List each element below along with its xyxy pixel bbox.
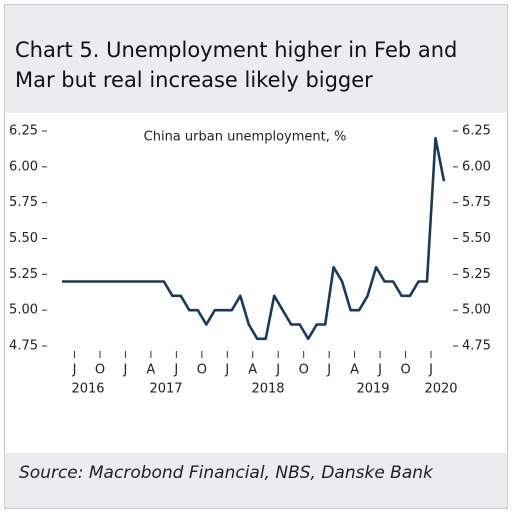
y2-tick-label: 5.50 <box>462 231 491 246</box>
y2-tick-label: 5.75 <box>462 195 491 210</box>
year-label: 2019 <box>356 382 389 397</box>
y-tick-label: 5.00 <box>9 303 38 318</box>
y-tick-label: 6.25 <box>9 124 38 139</box>
annotation: China urban unemployment, % <box>144 130 347 145</box>
x-tick-label: J <box>275 363 280 378</box>
y-tick-label: 6.00 <box>9 159 38 174</box>
x-tick-label: A <box>248 363 257 378</box>
x-tick-label: J <box>377 363 382 378</box>
y2-tick-label: 4.75 <box>462 339 491 354</box>
y-tick-label: 5.75 <box>9 195 38 210</box>
source: Source: Macrobond Financial, NBS, Danske… <box>19 463 433 483</box>
frame: Chart 5. Unemployment higher in Feb and … <box>4 4 508 509</box>
y-tick-label: 4.75 <box>9 339 38 354</box>
y2-tick-label: 5.25 <box>462 267 491 282</box>
plot-area <box>5 113 507 453</box>
x-tick-label: O <box>299 363 309 378</box>
year-label: 2017 <box>149 382 182 397</box>
year-label: 2020 <box>424 382 457 397</box>
x-tick-label: J <box>326 363 331 378</box>
y-tick-label: 5.50 <box>9 231 38 246</box>
y-tick-label: 5.25 <box>9 267 38 282</box>
x-tick-label: J <box>428 363 433 378</box>
chart-title: Chart 5. Unemployment higher in Feb and … <box>15 38 458 92</box>
x-tick-label: O <box>95 363 105 378</box>
x-tick-label: A <box>146 363 155 378</box>
y2-tick-label: 6.25 <box>462 124 491 139</box>
line-series <box>62 136 446 341</box>
x-tick-label: O <box>400 363 410 378</box>
x-tick-label: J <box>123 363 128 378</box>
y2-tick-label: 5.00 <box>462 303 491 318</box>
x-tick-label: A <box>350 363 359 378</box>
x-tick-label: J <box>72 363 77 378</box>
year-label: 2018 <box>251 382 284 397</box>
x-tick-label: J <box>224 363 229 378</box>
y2-tick-label: 6.00 <box>462 159 491 174</box>
x-tick-label: J <box>173 363 178 378</box>
year-label: 2016 <box>71 382 104 397</box>
x-tick-label: O <box>197 363 207 378</box>
